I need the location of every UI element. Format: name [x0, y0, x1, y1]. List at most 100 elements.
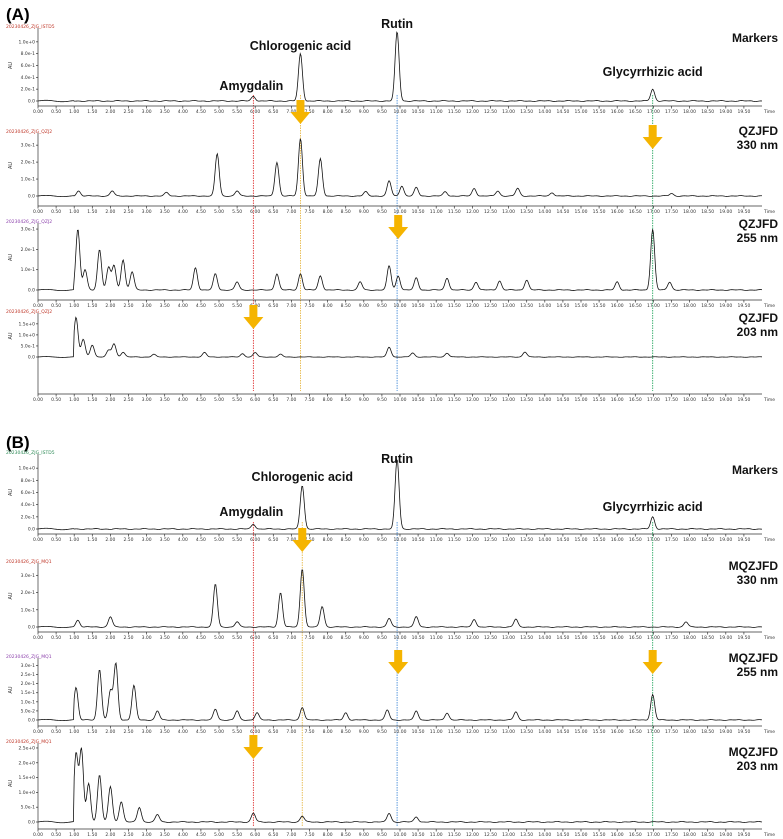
y-tick-label: 2.0e-1 [21, 160, 36, 166]
x-tick-label: 6.00 [250, 832, 260, 838]
x-tick-label: 7.50 [304, 397, 314, 403]
x-tick-label: 3.00 [142, 729, 152, 735]
x-tick-label: 4.00 [178, 397, 188, 403]
x-tick-label: 6.50 [268, 729, 278, 735]
x-tick-label: 10.00 [394, 832, 407, 838]
peak-label-glycyrrhizic-acid: Glycyrrhizic acid [603, 65, 703, 79]
y-axis-label: AU [8, 592, 14, 599]
x-tick-label: 8.00 [323, 209, 333, 215]
y-tick-label: 2.0e+0 [18, 760, 35, 766]
highlight-arrow [388, 215, 409, 239]
x-tick-label: 12.00 [466, 303, 479, 309]
x-tick-label: 2.50 [123, 109, 133, 115]
x-tick-label: 4.00 [178, 537, 188, 543]
x-tick-label: 12.00 [466, 209, 479, 215]
x-tick-label: 7.00 [286, 397, 296, 403]
x-tick-label: 11.00 [430, 209, 443, 215]
x-tick-label: 17.50 [665, 832, 678, 838]
x-tick-label: 17.00 [647, 303, 660, 309]
x-tick-label: 9.00 [359, 109, 369, 115]
highlight-arrow [243, 305, 264, 329]
x-tick-label: 17.50 [665, 397, 678, 403]
x-tick-label: 9.00 [359, 209, 369, 215]
x-tick-label: 2.50 [123, 729, 133, 735]
x-tick-label: 12.00 [466, 635, 479, 641]
x-tick-label: 18.50 [701, 109, 714, 115]
x-tick-label: 15.50 [593, 109, 606, 115]
x-tick-label: 1.00 [69, 832, 79, 838]
x-tick-label: 4.00 [178, 832, 188, 838]
x-tick-label: 19.00 [719, 537, 732, 543]
x-tick-label: 16.50 [629, 832, 642, 838]
y-tick-label: 1.0e+0 [18, 39, 35, 45]
x-tick-label: 1.50 [87, 635, 97, 641]
y-axis-label: AU [8, 686, 14, 693]
x-axis-title: Time [763, 537, 775, 543]
trace-name-label: MQZJFD 255 nm [729, 651, 779, 679]
peak-label-amygdalin: Amygdalin [219, 505, 283, 519]
x-tick-label: 14.00 [538, 397, 551, 403]
trace-name-line: QZJFD [739, 124, 779, 138]
y-tick-label: 1.0e+0 [18, 790, 35, 796]
x-tick-label: 16.00 [611, 729, 624, 735]
x-tick-label: 15.50 [593, 537, 606, 543]
x-tick-label: 9.00 [359, 303, 369, 309]
y-tick-label: 0.0 [28, 527, 35, 533]
x-tick-label: 19.50 [737, 537, 750, 543]
chromatogram-trace [37, 458, 763, 531]
y-tick-label: 1.0e+0 [18, 466, 35, 472]
x-tick-label: 1.00 [69, 397, 79, 403]
x-tick-label: 12.50 [484, 832, 497, 838]
x-tick-label: 2.50 [123, 303, 133, 309]
highlight-arrow [642, 125, 663, 149]
x-tick-label: 8.50 [341, 832, 351, 838]
x-tick-label: 8.50 [341, 209, 351, 215]
x-tick-label: 14.50 [556, 729, 569, 735]
y-tick-label: 2.5e+0 [18, 745, 35, 751]
x-tick-label: 17.00 [647, 635, 660, 641]
y-tick-label: 5.0e-1 [21, 805, 36, 811]
x-tick-label: 8.00 [323, 832, 333, 838]
x-tick-label: 16.00 [611, 209, 624, 215]
x-tick-label: 17.00 [647, 209, 660, 215]
x-tick-label: 15.00 [575, 729, 588, 735]
x-tick-label: 19.00 [719, 832, 732, 838]
x-tick-label: 1.50 [87, 209, 97, 215]
peak-label-rutin: Rutin [381, 452, 413, 466]
trace-name-line: MQZJFD [729, 651, 779, 665]
x-tick-label: 19.00 [719, 109, 732, 115]
x-tick-label: 17.50 [665, 537, 678, 543]
x-tick-label: 3.00 [142, 109, 152, 115]
x-axis-title: Time [763, 729, 775, 735]
x-tick-label: 14.00 [538, 537, 551, 543]
x-tick-label: 10.00 [394, 209, 407, 215]
x-tick-label: 19.50 [737, 303, 750, 309]
x-tick-label: 9.00 [359, 397, 369, 403]
x-tick-label: 17.50 [665, 209, 678, 215]
trace-name-line: 330 nm [737, 138, 778, 152]
x-tick-label: 4.00 [178, 109, 188, 115]
y-axis-label: AU [8, 254, 14, 261]
x-tick-label: 7.00 [286, 729, 296, 735]
x-tick-label: 0.00 [33, 397, 43, 403]
trace-name-line: MQZJFD [729, 745, 779, 759]
trace-name-line: MQZJFD [729, 559, 779, 573]
x-tick-label: 10.00 [394, 537, 407, 543]
x-tick-label: 19.00 [719, 209, 732, 215]
x-tick-label: 16.50 [629, 635, 642, 641]
x-tick-label: 14.00 [538, 109, 551, 115]
x-tick-label: 4.00 [178, 635, 188, 641]
x-tick-label: 2.50 [123, 537, 133, 543]
chromatogram-trace [37, 662, 763, 721]
x-tick-label: 5.50 [232, 397, 242, 403]
x-tick-label: 7.00 [286, 832, 296, 838]
y-axis-label: AU [8, 62, 14, 69]
x-tick-label: 13.50 [520, 397, 533, 403]
x-tick-label: 10.00 [394, 729, 407, 735]
x-tick-label: 13.00 [502, 397, 515, 403]
x-tick-label: 5.00 [214, 397, 224, 403]
x-tick-label: 12.00 [466, 397, 479, 403]
sample-id-label: 20230426_ZJG_QZJ2 [6, 129, 52, 135]
x-tick-label: 6.50 [268, 537, 278, 543]
x-tick-label: 4.00 [178, 303, 188, 309]
